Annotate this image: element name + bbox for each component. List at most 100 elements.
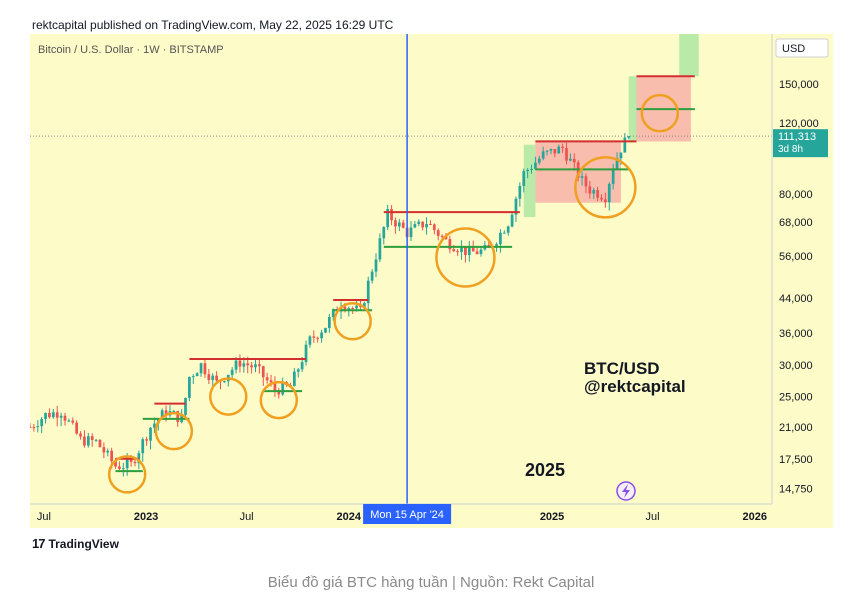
candle-body — [343, 306, 347, 310]
chart-area[interactable]: Bitcoin / U.S. Dollar · 1W · BITSTAMP BT… — [30, 34, 833, 528]
candle-body — [304, 344, 308, 363]
candle-body — [215, 375, 218, 381]
candle-body — [355, 305, 358, 309]
candle-body — [351, 308, 355, 310]
candle-body — [86, 436, 90, 446]
candle-body — [382, 227, 386, 239]
y-tick-label: 36,000 — [779, 328, 813, 340]
zone-green — [523, 144, 536, 218]
candle-body — [191, 376, 195, 378]
y-tick-label: 56,000 — [779, 251, 813, 263]
candle-body — [425, 223, 428, 228]
candle-body — [537, 158, 541, 163]
y-tick-label: 17,500 — [779, 454, 813, 466]
candle-body — [149, 427, 152, 441]
highlight-circle — [154, 411, 194, 451]
candle-body — [195, 373, 199, 377]
candle-body — [265, 377, 269, 381]
candle-body — [510, 214, 514, 227]
candle-body — [79, 433, 82, 437]
candle-body — [592, 189, 596, 194]
price-chart[interactable]: Bitcoin / U.S. Dollar · 1W · BITSTAMP BT… — [30, 34, 833, 528]
candle-body — [526, 169, 529, 172]
candle-body — [207, 374, 211, 381]
candle-body — [615, 158, 619, 169]
watermark-handle: @rektcapital — [584, 377, 686, 396]
candle-body — [90, 436, 94, 440]
candle-body — [277, 390, 281, 395]
y-tick-label: 14,750 — [779, 484, 813, 496]
highlight-circle — [209, 377, 248, 416]
candle-body — [331, 309, 335, 317]
year-label: 2025 — [525, 460, 565, 480]
candle-body — [75, 422, 79, 434]
candle-body — [436, 230, 440, 236]
candle-body — [506, 226, 510, 233]
candle-body — [118, 466, 121, 469]
lightning-icon[interactable] — [616, 481, 636, 501]
candle-body — [464, 246, 467, 256]
highlight-circle — [574, 156, 637, 219]
candle-body — [176, 410, 180, 423]
candle-body — [545, 150, 549, 152]
candle-body — [203, 363, 207, 375]
candle-body — [230, 369, 234, 375]
candle-body — [121, 468, 125, 470]
candle-body — [110, 450, 114, 462]
candle-body — [471, 246, 475, 252]
x-axis: Jul 2023 Jul 2024 2025 Jul 2026 — [37, 511, 767, 523]
x-tick-label: Jul — [240, 511, 254, 523]
figure-caption: Biểu đồ giá BTC hàng tuần | Nguồn: Rekt … — [267, 574, 595, 591]
currency-label: USD — [782, 43, 805, 55]
candle-body — [561, 146, 564, 149]
candle-body — [607, 183, 611, 203]
x-tick-label: 2024 — [337, 511, 362, 523]
candle-body — [627, 136, 631, 138]
candle-body — [327, 316, 331, 328]
candle-body — [316, 337, 320, 339]
candle-body — [94, 439, 98, 441]
y-tick-label: 68,000 — [779, 217, 813, 229]
candle-body — [557, 146, 561, 154]
candle-body — [619, 152, 623, 159]
candle-body — [440, 235, 444, 237]
candle-body — [409, 227, 413, 238]
candle-body — [448, 239, 452, 250]
candle-body — [273, 382, 277, 391]
candle-body — [160, 410, 164, 420]
y-tick-label: 80,000 — [779, 189, 813, 201]
zone-green — [679, 34, 699, 77]
candle-body — [67, 420, 71, 422]
candle-body — [145, 439, 148, 441]
candle-body — [55, 412, 59, 418]
candle-body — [261, 366, 265, 378]
candle-body — [63, 415, 67, 421]
candle-body — [172, 410, 176, 412]
candle-body — [106, 450, 110, 453]
candle-body — [83, 436, 86, 446]
candle-body — [460, 246, 463, 253]
candle-body — [565, 148, 568, 161]
candle-body — [141, 439, 145, 454]
candle-body — [378, 238, 382, 260]
candle-body — [114, 461, 117, 467]
candle-body — [71, 420, 75, 423]
candle-body — [374, 259, 378, 272]
level-layer — [115, 75, 695, 473]
highlight-circle — [107, 455, 147, 494]
y-axis: 150,000 120,000 80,000 68,000 56,000 44,000 36… — [779, 79, 819, 495]
tradingview-brand[interactable]: 17 TradingView — [32, 536, 119, 551]
last-price-value: 111,313 — [778, 131, 816, 143]
candle-body — [246, 363, 250, 366]
candle-body — [553, 149, 557, 154]
currency-badge[interactable] — [775, 38, 829, 58]
candle-body — [444, 236, 448, 240]
candle-body — [572, 158, 576, 163]
candle-body — [300, 362, 304, 370]
candle-body — [133, 461, 137, 464]
candle-body — [467, 246, 471, 256]
candle-body — [30, 426, 32, 428]
candle-body — [502, 232, 506, 234]
candle-body — [386, 209, 390, 228]
candle-body — [366, 280, 370, 304]
